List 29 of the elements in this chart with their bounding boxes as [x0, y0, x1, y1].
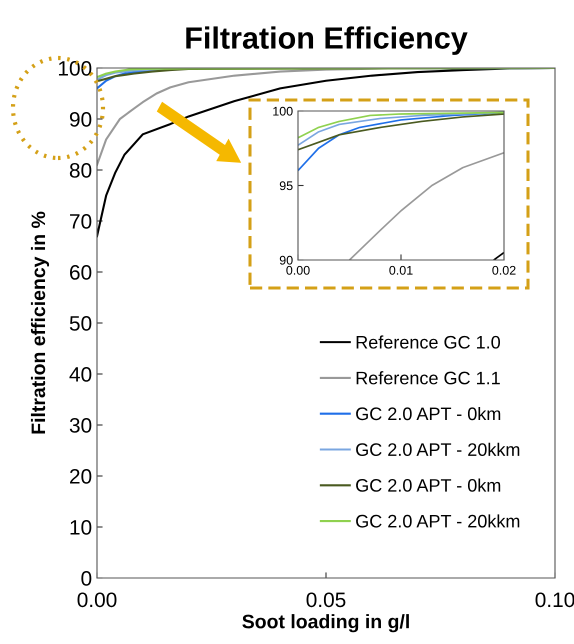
x-tick-label: 0.00: [286, 266, 310, 275]
x-tick-label: 0.05: [306, 592, 346, 608]
legend-label: GC 2.0 APT - 0km: [356, 478, 500, 492]
chart-title: Filtration Efficiency: [186, 26, 468, 55]
y-tick-label: 70: [70, 214, 92, 229]
x-tick-label: 0.01: [389, 266, 413, 275]
y-tick-label: 90: [70, 112, 92, 127]
x-tick-label: 0.00: [78, 592, 116, 608]
y-tick-label: 30: [70, 418, 92, 433]
y-tick-label: 80: [70, 163, 92, 178]
y-tick-label: 0: [81, 571, 92, 586]
x-tick-label: 0.10: [536, 592, 574, 608]
y-axis-title: Filtration efficiency in %: [30, 212, 50, 434]
y-tick-label: 100: [273, 106, 293, 116]
legend-label: Reference GC 1.1: [356, 371, 500, 384]
x-axis-title: Soot loading in g/l: [242, 614, 409, 632]
y-tick-label: 100: [58, 61, 92, 76]
y-tick-label: 90: [280, 256, 293, 265]
x-tick-label: 0.02: [492, 266, 516, 275]
y-tick-label: 40: [69, 367, 92, 382]
legend-label: GC 2.0 APT - 20kkm: [356, 442, 520, 456]
y-tick-label: 50: [70, 316, 92, 331]
legend-label: GC 2.0 APT - 0km: [356, 406, 500, 420]
y-tick-label: 95: [280, 181, 293, 190]
y-tick-label: 10: [70, 520, 92, 535]
legend-label: Reference GC 1.0: [356, 335, 500, 349]
legend-label: GC 2.0 APT - 20kkm: [356, 514, 520, 528]
y-tick-label: 20: [70, 469, 92, 484]
y-tick-label: 60: [70, 265, 92, 280]
